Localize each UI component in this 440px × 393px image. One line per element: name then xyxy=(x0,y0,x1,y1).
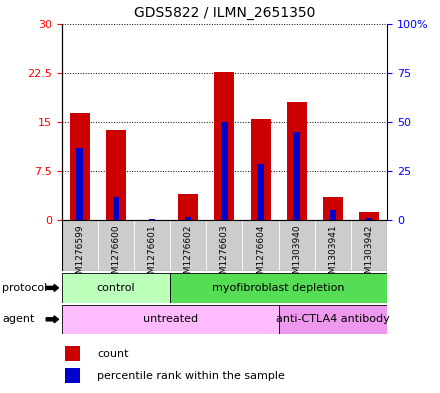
Bar xyxy=(170,273,387,303)
Text: untreated: untreated xyxy=(143,314,198,324)
Bar xyxy=(185,217,191,220)
Bar xyxy=(77,148,83,220)
Text: GSM1303942: GSM1303942 xyxy=(365,224,374,285)
Bar xyxy=(279,305,387,334)
Bar xyxy=(106,130,126,220)
Text: GSM1276600: GSM1276600 xyxy=(111,224,121,285)
Bar xyxy=(113,197,119,220)
Bar xyxy=(366,218,372,220)
Text: anti-CTLA4 antibody: anti-CTLA4 antibody xyxy=(276,314,390,324)
Text: agent: agent xyxy=(2,314,35,324)
Bar xyxy=(134,220,170,271)
Bar xyxy=(149,219,155,220)
Text: GSM1303940: GSM1303940 xyxy=(292,224,301,285)
Bar xyxy=(351,220,387,271)
Bar xyxy=(98,220,134,271)
Text: GSM1276602: GSM1276602 xyxy=(184,224,193,285)
Bar xyxy=(315,220,351,271)
Bar xyxy=(65,346,81,362)
Bar xyxy=(221,122,227,220)
Bar xyxy=(206,220,242,271)
Bar xyxy=(62,305,279,334)
Text: GSM1276603: GSM1276603 xyxy=(220,224,229,285)
Text: GSM1276599: GSM1276599 xyxy=(75,224,84,285)
Bar xyxy=(65,368,81,383)
Text: percentile rank within the sample: percentile rank within the sample xyxy=(97,371,285,381)
Text: control: control xyxy=(96,283,135,293)
Bar xyxy=(178,194,198,220)
Text: GSM1303941: GSM1303941 xyxy=(328,224,337,285)
Text: GSM1276601: GSM1276601 xyxy=(147,224,157,285)
Bar xyxy=(251,119,271,220)
Text: myofibroblast depletion: myofibroblast depletion xyxy=(213,283,345,293)
Bar xyxy=(70,113,90,220)
Bar xyxy=(323,197,343,220)
Bar xyxy=(170,220,206,271)
Bar xyxy=(62,273,170,303)
Title: GDS5822 / ILMN_2651350: GDS5822 / ILMN_2651350 xyxy=(134,6,315,20)
Bar xyxy=(293,132,300,220)
Bar xyxy=(257,164,264,220)
Bar xyxy=(287,102,307,220)
Text: count: count xyxy=(97,349,129,359)
Text: protocol: protocol xyxy=(2,283,48,293)
Text: GSM1276604: GSM1276604 xyxy=(256,224,265,285)
Bar xyxy=(279,220,315,271)
Bar xyxy=(330,210,336,220)
Bar xyxy=(62,220,98,271)
Bar xyxy=(242,220,279,271)
Bar xyxy=(359,212,379,220)
Bar xyxy=(214,72,235,220)
